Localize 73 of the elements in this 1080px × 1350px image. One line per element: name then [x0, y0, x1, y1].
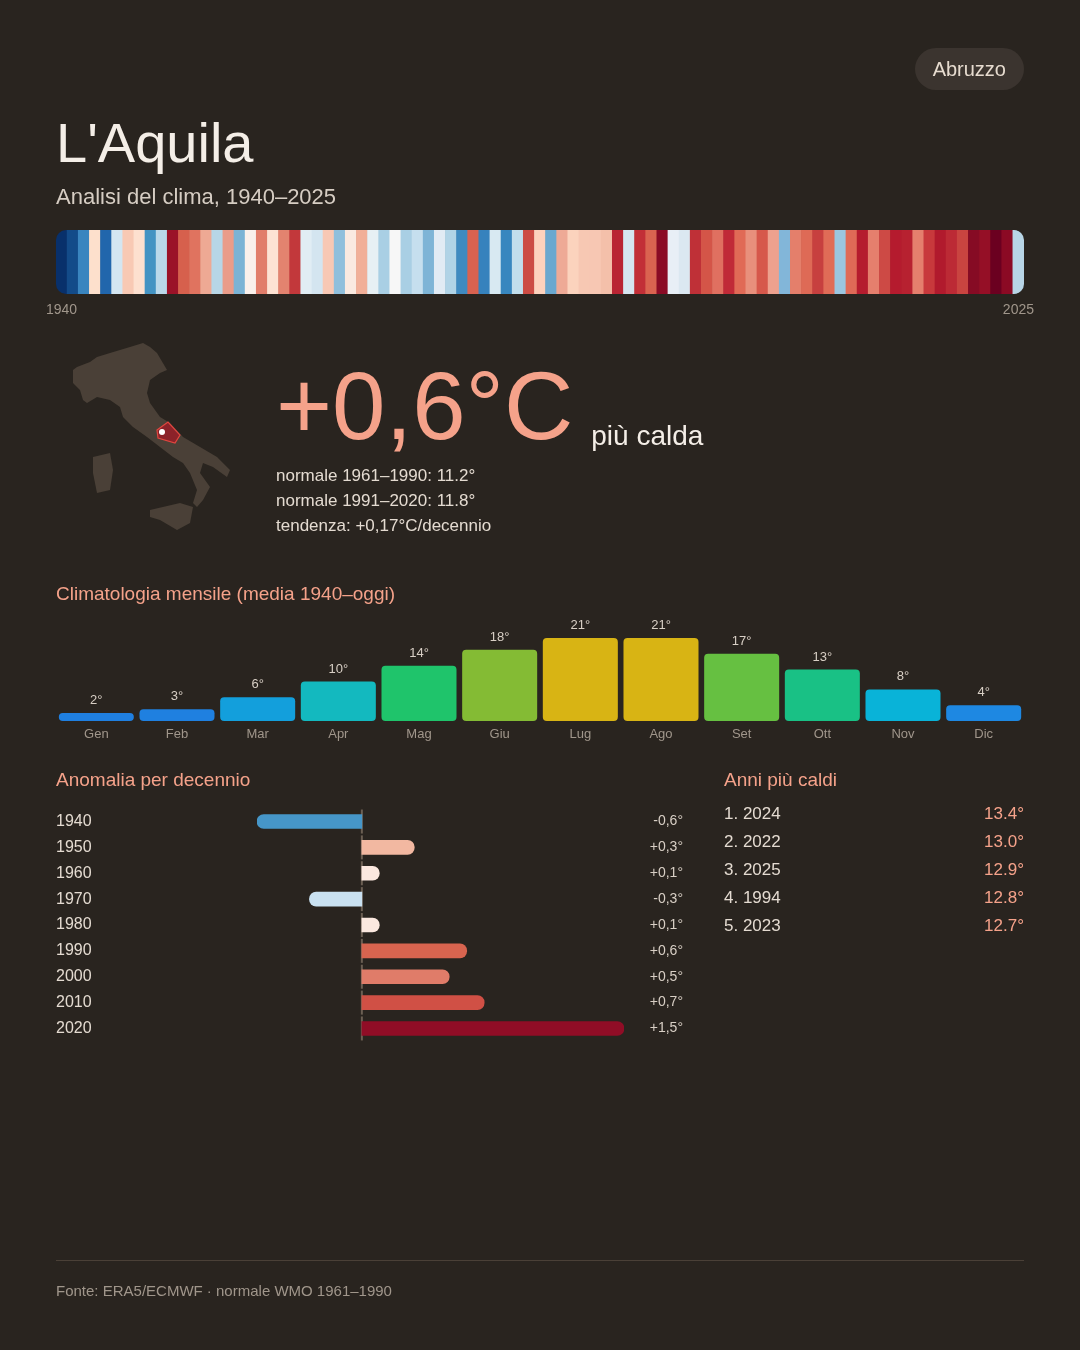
- data-label: +0,6°: [649, 941, 683, 958]
- chart-title: Anomalia per decennio: [56, 768, 251, 790]
- data-label: +0,7°: [649, 993, 683, 1010]
- bar: [865, 689, 941, 721]
- data-label: 6°: [251, 676, 264, 692]
- data-label: -0,3°: [653, 889, 683, 906]
- bar: [309, 891, 363, 907]
- data-label: +0,3°: [649, 838, 683, 855]
- x-tick-label: Feb: [165, 726, 189, 742]
- x-tick-label: Mar: [246, 726, 270, 742]
- data-label: 17°: [731, 632, 752, 648]
- x-tick-label: Set: [731, 726, 752, 742]
- bar: [623, 638, 699, 721]
- data-label: +0,1°: [649, 864, 683, 881]
- x-tick-label: Lug: [569, 726, 592, 742]
- x-tick-label: Ott: [813, 726, 832, 742]
- bar: [300, 681, 376, 721]
- bar: [220, 697, 296, 721]
- bar: [462, 649, 538, 721]
- data-label: 8°: [896, 668, 910, 684]
- text: normale 1961–1990: 11.2°: [276, 465, 476, 485]
- region-badge: Abruzzo: [914, 48, 1024, 90]
- bar: [784, 669, 860, 721]
- data-label: 2°: [90, 692, 103, 708]
- bar: [361, 943, 468, 959]
- x-tick-label: Giu: [489, 726, 510, 742]
- y-tick-label: 1990: [56, 941, 92, 959]
- data-label: 21°: [570, 617, 591, 633]
- data-label: 10°: [328, 660, 349, 676]
- bar: [361, 840, 415, 855]
- y-tick-label: 2020: [56, 1018, 92, 1036]
- y-tick-label: 1980: [56, 915, 92, 933]
- chart-subtitle: Analisi del clima, 1940–2025: [56, 184, 337, 210]
- y-tick-label: 1960: [56, 863, 92, 881]
- x-tick-label: Nov: [891, 726, 916, 742]
- text: normale 1991–2020: 11.8°: [276, 490, 476, 510]
- chart-title: L'Aquila: [56, 111, 254, 175]
- data-label: +0,5°: [649, 967, 683, 984]
- x-tick-label: Dic: [974, 726, 994, 742]
- y-tick-label: 2010: [56, 993, 92, 1011]
- x-tick-label: Apr: [328, 726, 350, 742]
- data-label: 21°: [651, 617, 671, 633]
- data-label: -0,6°: [653, 812, 683, 829]
- chart-title: Climatologia mensile (media 1940–oggi): [56, 582, 396, 604]
- bar: [139, 709, 215, 721]
- x-tick-label: 2025: [1002, 301, 1035, 318]
- bar: [58, 713, 134, 721]
- bar: [361, 995, 485, 1010]
- x-tick-label: Ago: [649, 726, 673, 742]
- data-label: 14°: [409, 644, 429, 660]
- data-label: 18°: [489, 628, 510, 644]
- x-tick-label: Mag: [406, 726, 432, 742]
- text: tendenza: +0,17°C/decennio: [276, 515, 492, 535]
- y-tick-label: 1970: [56, 889, 92, 907]
- data-label: +0,1°: [649, 915, 683, 932]
- data-label: 3°: [170, 688, 184, 704]
- data-label: 4°: [977, 684, 990, 700]
- y-tick-label: 2000: [56, 967, 92, 985]
- y-tick-label: 1950: [56, 837, 92, 855]
- source-note: Fonte: ERA5/ECMWF · normale WMO 1961–1990: [56, 1282, 392, 1300]
- bar: [361, 969, 450, 985]
- data-label: +1,5°: [649, 1019, 683, 1036]
- x-tick-label: Gen: [84, 726, 109, 742]
- text: +0,6°C: [276, 352, 574, 460]
- bar: [946, 705, 1022, 721]
- y-tick-label: 1940: [56, 811, 92, 829]
- bar: [361, 1021, 624, 1036]
- data-label: 13°: [812, 648, 833, 664]
- text: più calda: [591, 420, 704, 452]
- bar: [381, 665, 457, 721]
- bar: [542, 638, 618, 721]
- bar: [704, 653, 780, 721]
- bar: [257, 814, 363, 829]
